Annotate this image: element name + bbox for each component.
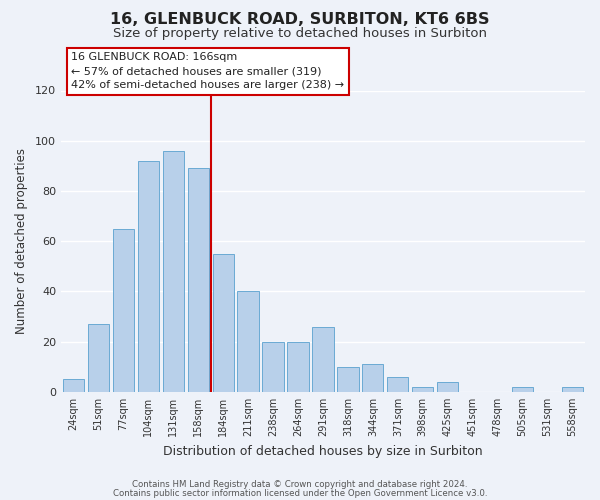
Text: Contains public sector information licensed under the Open Government Licence v3: Contains public sector information licen… <box>113 488 487 498</box>
Bar <box>88 324 109 392</box>
Text: 16, GLENBUCK ROAD, SURBITON, KT6 6BS: 16, GLENBUCK ROAD, SURBITON, KT6 6BS <box>110 12 490 28</box>
Bar <box>437 382 458 392</box>
Bar <box>362 364 383 392</box>
Text: Contains HM Land Registry data © Crown copyright and database right 2024.: Contains HM Land Registry data © Crown c… <box>132 480 468 489</box>
Bar <box>188 168 209 392</box>
Bar <box>387 377 409 392</box>
Bar <box>287 342 308 392</box>
Bar <box>512 387 533 392</box>
Bar <box>313 326 334 392</box>
Text: Size of property relative to detached houses in Surbiton: Size of property relative to detached ho… <box>113 28 487 40</box>
Bar <box>238 292 259 392</box>
Y-axis label: Number of detached properties: Number of detached properties <box>15 148 28 334</box>
Text: 16 GLENBUCK ROAD: 166sqm
← 57% of detached houses are smaller (319)
42% of semi-: 16 GLENBUCK ROAD: 166sqm ← 57% of detach… <box>71 52 344 90</box>
Bar <box>562 387 583 392</box>
Bar <box>63 380 84 392</box>
Bar <box>412 387 433 392</box>
X-axis label: Distribution of detached houses by size in Surbiton: Distribution of detached houses by size … <box>163 444 483 458</box>
Bar <box>137 161 159 392</box>
Bar <box>113 228 134 392</box>
Bar <box>337 367 359 392</box>
Bar <box>212 254 234 392</box>
Bar <box>262 342 284 392</box>
Bar <box>163 151 184 392</box>
